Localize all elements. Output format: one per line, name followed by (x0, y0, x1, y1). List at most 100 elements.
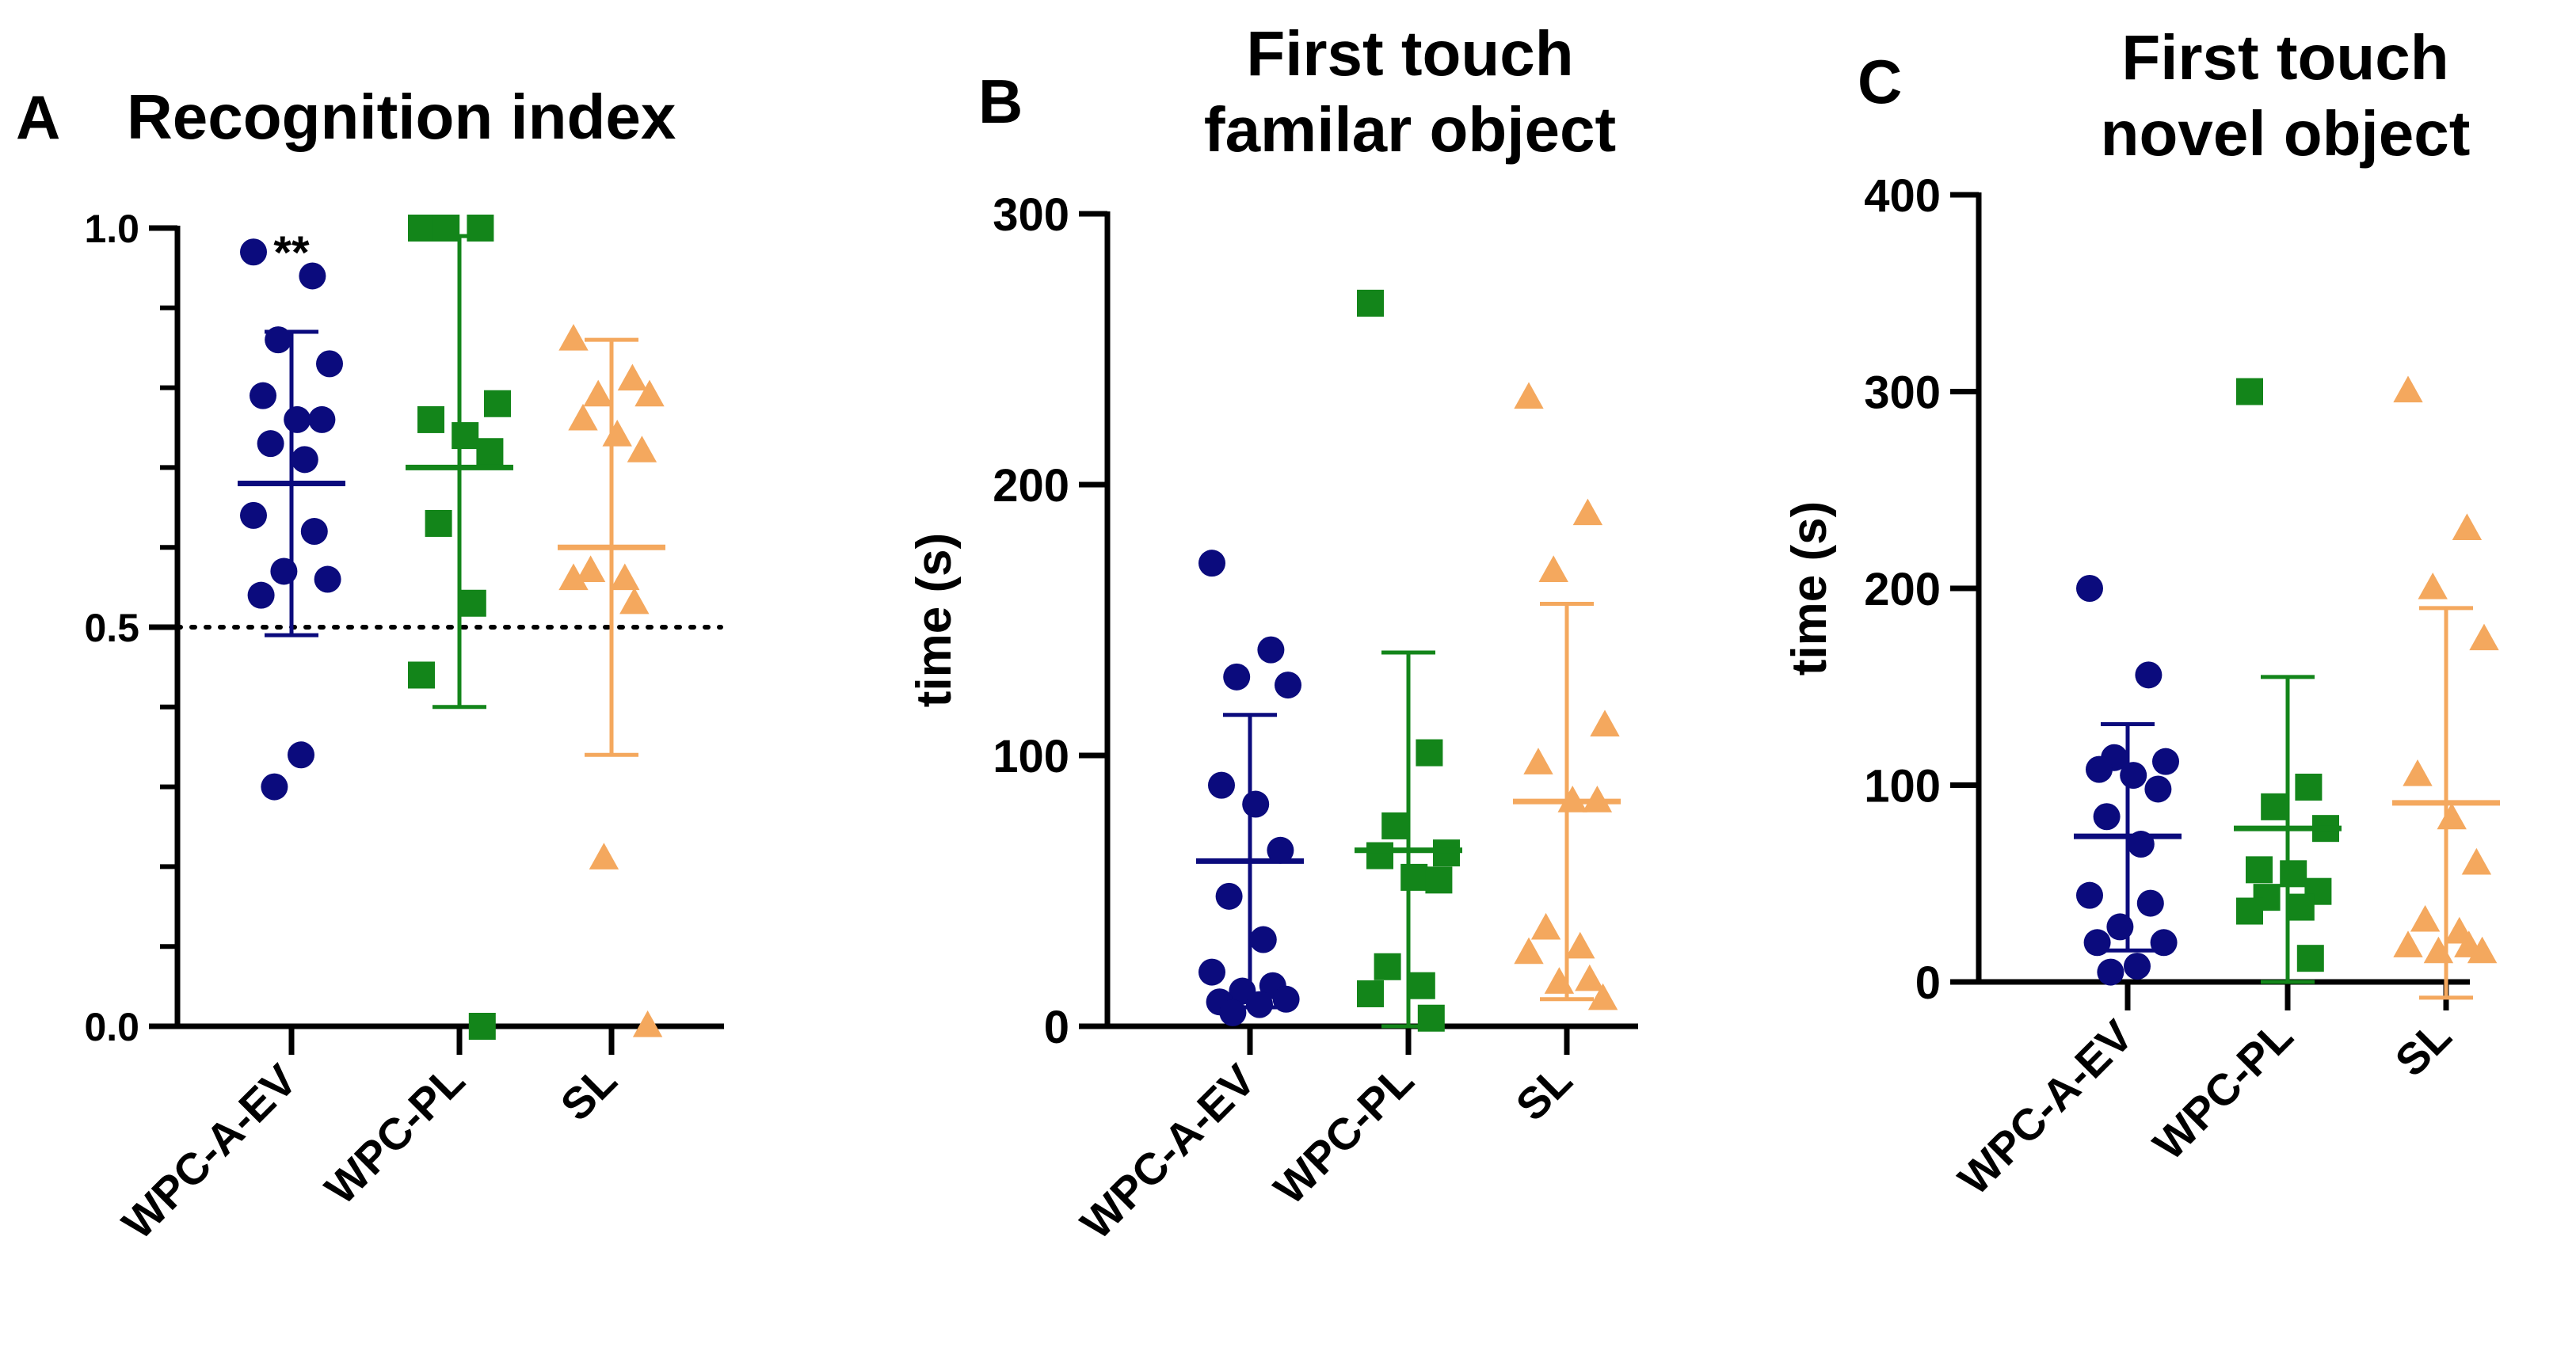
y-tick-label: 300 (1864, 367, 1941, 418)
data-point (476, 438, 504, 466)
x-tick-label: SL (1506, 1055, 1581, 1130)
data-point (270, 557, 298, 585)
data-point (1272, 985, 1300, 1013)
y-tick-label: 300 (993, 189, 1069, 241)
data-point (1357, 289, 1384, 317)
x-tick-label: WPC-A-EV (1071, 1055, 1265, 1249)
data-point (2393, 375, 2423, 403)
chart-title: First touch (1246, 18, 1573, 89)
x-tick-label: SL (551, 1055, 626, 1130)
data-point (2086, 755, 2113, 783)
y-axis-label: time (s) (907, 533, 962, 707)
data-point (1357, 980, 1384, 1007)
data-point (634, 379, 665, 407)
data-point (2287, 893, 2315, 921)
y-tick-label: 1.0 (84, 207, 139, 251)
data-point (1425, 866, 1453, 894)
data-point (314, 565, 341, 593)
data-point (1215, 882, 1243, 910)
x-tick-label: WPC-PL (1264, 1055, 1423, 1214)
data-point (627, 436, 657, 462)
data-point (468, 1013, 496, 1040)
data-point (575, 555, 606, 583)
data-point (1246, 991, 1273, 1018)
data-point (1381, 812, 1409, 839)
data-point (558, 324, 589, 351)
y-tick-label: 100 (1864, 760, 1941, 812)
data-point (1408, 972, 1435, 999)
panel-letter: A (16, 82, 60, 152)
data-point (617, 363, 648, 391)
data-point (408, 661, 435, 689)
data-point (1219, 999, 1247, 1026)
data-point (300, 518, 328, 546)
data-point (2393, 930, 2423, 957)
data-point (1366, 842, 1393, 869)
data-point (589, 843, 619, 869)
panel-letter: C (1858, 47, 1902, 116)
data-point (1530, 912, 1561, 940)
data-point (2461, 847, 2492, 875)
data-point (2261, 793, 2288, 820)
data-point (240, 238, 267, 266)
data-point (2144, 775, 2172, 803)
data-point (408, 215, 435, 242)
data-point (2437, 802, 2467, 830)
data-point (1544, 967, 1575, 994)
data-point (1400, 863, 1428, 891)
significance-label: ** (273, 227, 310, 279)
data-point (568, 403, 598, 431)
data-point (299, 262, 326, 290)
data-point (467, 215, 494, 242)
data-point (1572, 498, 1603, 526)
data-point (2280, 860, 2307, 888)
data-point (1565, 931, 1595, 959)
panel-a-recognition-index: A Recognition index 0.0 0.5 1.0 WPC-A-EV ** WPC… (16, 82, 724, 1249)
data-point (2097, 958, 2124, 986)
data-point (1257, 636, 1285, 664)
data-point (1416, 739, 1443, 767)
data-point (240, 501, 267, 529)
data-point (2076, 575, 2103, 602)
data-point (583, 379, 613, 407)
x-tick-label: WPC-PL (2143, 1010, 2303, 1170)
data-point (1575, 964, 1605, 991)
chart-title: familar object (1204, 94, 1616, 165)
x-tick-label: WPC-A-EV (112, 1055, 307, 1249)
data-point (619, 587, 650, 615)
data-point (2418, 572, 2448, 599)
x-tick-label: WPC-A-EV (1949, 1010, 2143, 1204)
data-point (632, 1010, 663, 1037)
data-point (1267, 836, 1294, 864)
data-point (558, 563, 589, 591)
data-point (2083, 929, 2111, 957)
y-tick-label: 0 (1044, 1002, 1069, 1053)
data-point (257, 430, 284, 458)
chart-title: Recognition index (127, 82, 676, 152)
data-point (2423, 936, 2454, 964)
data-point (2106, 913, 2134, 941)
data-point (2076, 881, 2103, 909)
y-tick-label: 200 (1864, 564, 1941, 615)
y-tick-label: 100 (993, 731, 1069, 782)
data-point (2467, 936, 2498, 964)
data-point (2296, 945, 2324, 972)
data-point (261, 773, 288, 801)
data-point (1514, 382, 1544, 409)
data-point (417, 405, 444, 433)
data-point (316, 350, 343, 378)
data-point (288, 741, 314, 769)
data-point (1514, 937, 1544, 965)
data-point (1198, 550, 1225, 577)
x-tick-label: WPC-PL (315, 1055, 474, 1214)
data-point (1275, 672, 1301, 699)
data-point (2152, 748, 2179, 775)
data-point (1538, 555, 1568, 583)
data-point (2410, 904, 2441, 932)
data-point (1523, 748, 1553, 774)
data-point (2120, 762, 2147, 790)
data-point (2246, 856, 2273, 884)
y-tick-label: 0.5 (84, 606, 139, 650)
